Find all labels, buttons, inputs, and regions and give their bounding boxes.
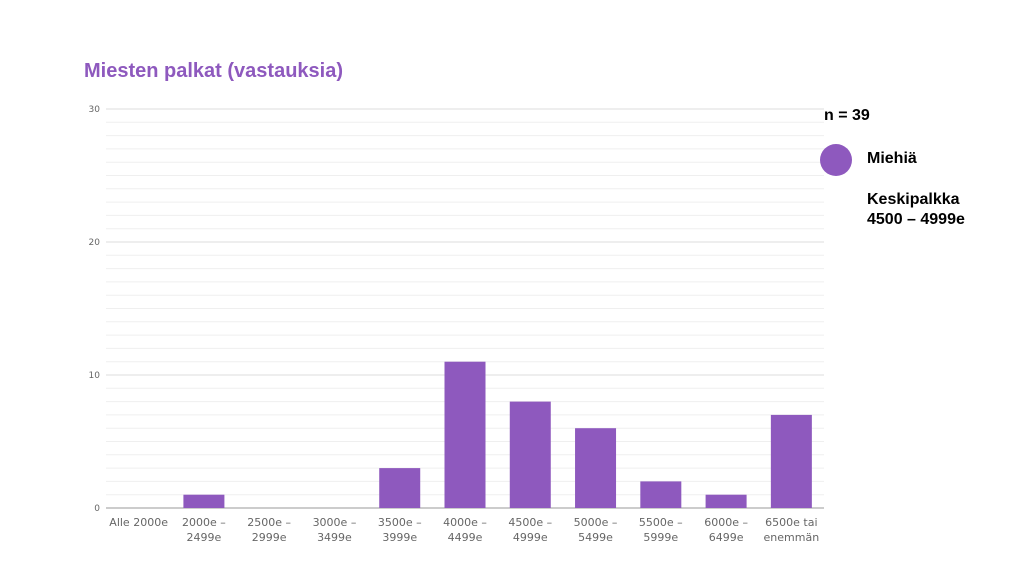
bar — [444, 361, 486, 508]
bars — [183, 361, 812, 508]
x-axis-ticks: Alle 2000e 2000e –2499e 2500e –2999e 3000e … — [109, 516, 819, 544]
bar — [183, 494, 225, 508]
average-salary-title: Keskipalkka — [867, 191, 960, 208]
x-tick-label: 4500e –4999e — [508, 516, 552, 544]
legend-swatch-icon — [820, 144, 852, 176]
bar — [575, 428, 617, 508]
chart-title: Miesten palkat (vastauksia) — [84, 60, 343, 82]
y-axis-ticks: 0 10 20 30 — [89, 105, 101, 514]
legend-label: Miehiä — [867, 150, 917, 167]
x-tick-label: 2500e –2999e — [247, 516, 291, 544]
y-tick-label: 10 — [89, 371, 101, 381]
x-tick-label: 3500e –3999e — [378, 516, 422, 544]
x-tick-label: 6500e tai enemmän — [764, 516, 820, 544]
sample-size-label: n = 39 — [824, 107, 870, 124]
bar — [770, 414, 812, 508]
average-salary-value: 4500 – 4999e — [867, 211, 965, 228]
x-tick-label: 3000e –3499e — [313, 516, 357, 544]
y-tick-label: 0 — [94, 504, 100, 514]
y-tick-label: 30 — [89, 105, 101, 115]
x-tick-label: Alle 2000e — [109, 516, 168, 529]
bar — [640, 481, 682, 508]
side-panel: n = 39 Miehiä Keskipalkka 4500 – 4999e — [820, 0, 1024, 576]
bar — [509, 401, 551, 508]
bar — [705, 494, 747, 508]
y-tick-label: 20 — [89, 238, 101, 248]
x-tick-label: 6000e –6499e — [704, 516, 748, 544]
bar — [379, 468, 421, 508]
x-tick-label: 5000e –5499e — [574, 516, 618, 544]
x-tick-label: 2000e –2499e — [182, 516, 226, 544]
x-tick-label: 4000e –4499e — [443, 516, 487, 544]
x-tick-label: 5500e –5999e — [639, 516, 683, 544]
